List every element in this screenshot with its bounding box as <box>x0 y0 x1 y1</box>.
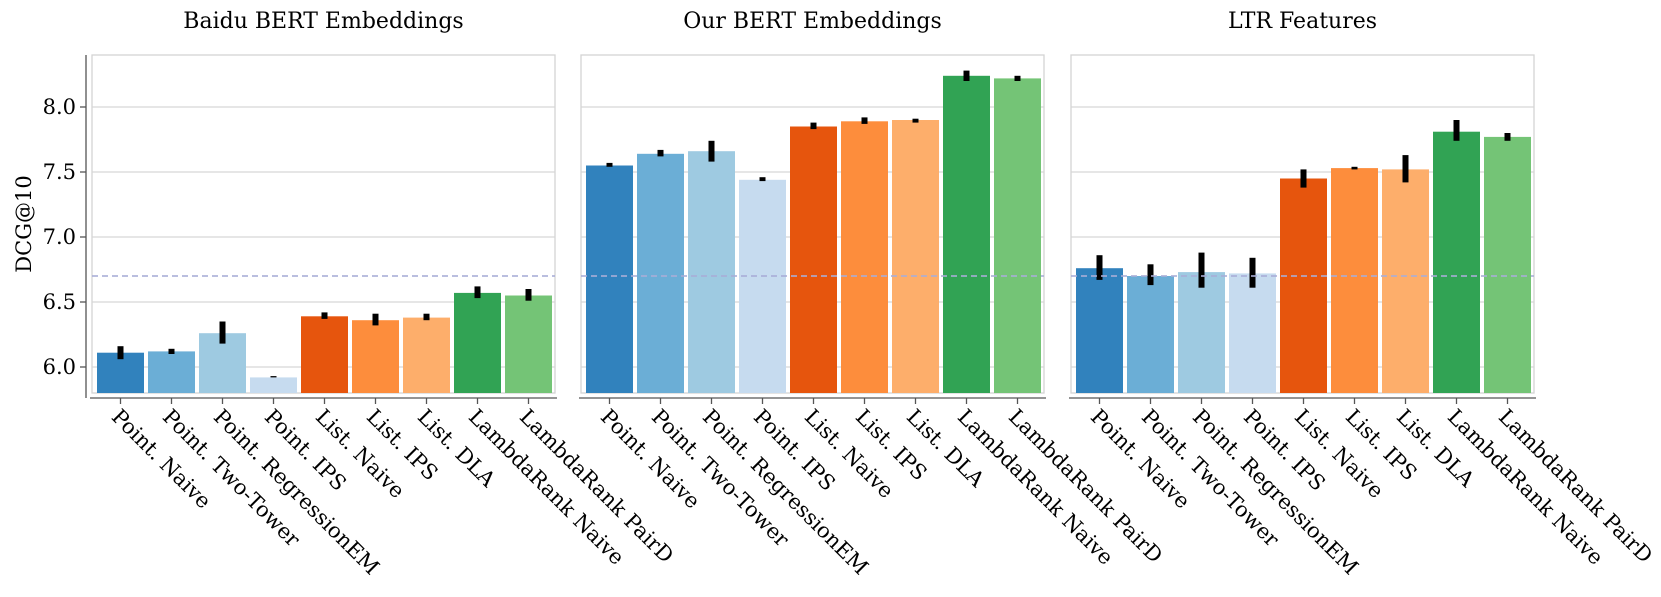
bar <box>892 120 939 393</box>
bar <box>1076 268 1123 393</box>
panel-title: Our BERT Embeddings <box>683 9 942 34</box>
bar <box>1331 168 1378 393</box>
bar <box>994 78 1041 394</box>
y-tick-label: 7.0 <box>43 225 76 249</box>
y-tick-label: 6.0 <box>43 355 76 379</box>
bar <box>1484 136 1531 393</box>
bar <box>739 179 786 393</box>
bar <box>403 317 450 393</box>
bar <box>790 126 837 393</box>
bar <box>586 165 633 393</box>
bar <box>1229 273 1276 393</box>
bar <box>250 377 297 393</box>
bar <box>1433 131 1480 393</box>
panel-title: LTR Features <box>1228 9 1377 34</box>
bar <box>301 316 348 393</box>
bar <box>1382 169 1429 393</box>
y-tick-label: 8.0 <box>43 95 76 119</box>
bar <box>352 320 399 393</box>
bar <box>97 352 144 393</box>
bar <box>841 121 888 394</box>
y-tick-label: 7.5 <box>43 160 76 184</box>
bar <box>1178 272 1225 393</box>
bar <box>688 151 735 393</box>
bar <box>505 295 552 393</box>
panel-title: Baidu BERT Embeddings <box>183 9 463 34</box>
y-axis-label: DCG@10 <box>12 175 36 272</box>
bar <box>943 75 990 394</box>
bar <box>148 351 195 393</box>
bar <box>637 153 684 393</box>
bar <box>1127 276 1174 393</box>
y-tick-label: 6.5 <box>43 290 76 314</box>
bar <box>1280 178 1327 393</box>
bar <box>454 292 501 393</box>
